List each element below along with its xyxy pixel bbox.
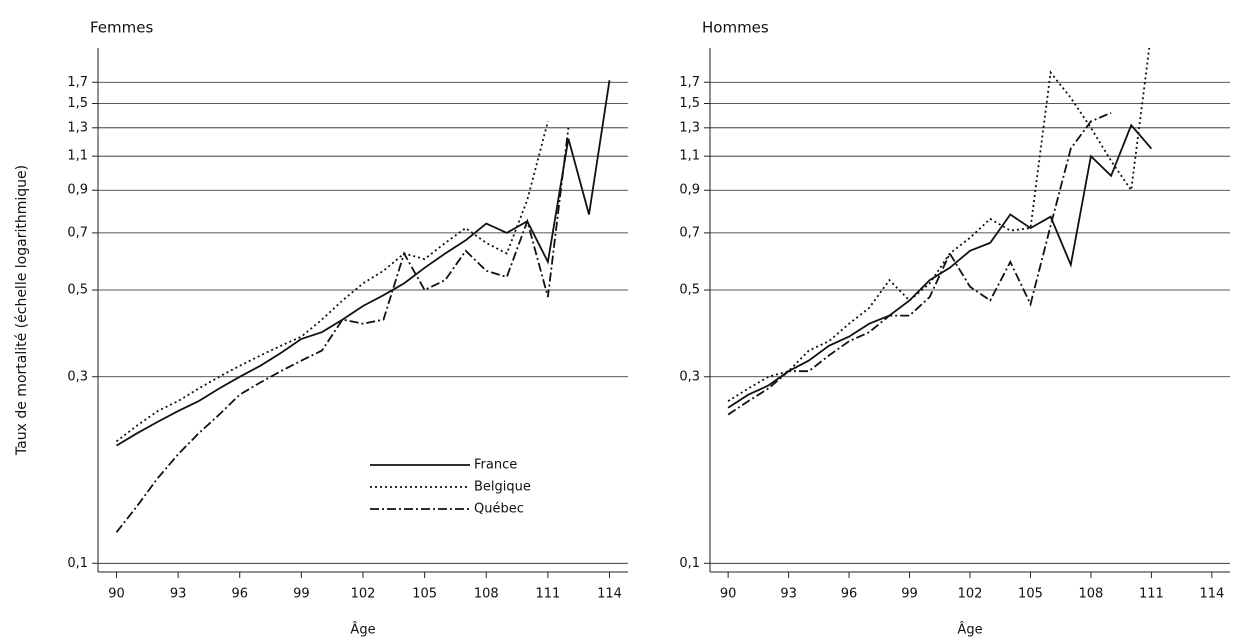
series-line [727,123,1153,409]
x-tick-label: 108 [474,587,499,602]
x-tick-label: 111 [1139,587,1164,602]
x-tick-label: 102 [351,587,376,602]
y-axis-label: Taux de mortalité (échelle logarithmique… [14,165,30,456]
y-tick-label: 1,1 [67,149,88,164]
panel-title: Femmes [90,19,153,37]
x-tick-label: 102 [958,587,983,602]
y-tick-label: 0,7 [67,225,88,240]
legend-label: France [474,458,517,473]
x-tick-label: 111 [535,587,560,602]
panel-title: Hommes [702,19,769,37]
x-tick-label: 105 [1018,587,1043,602]
x-tick-label: 114 [597,587,622,602]
y-tick-label: 0,5 [679,283,700,298]
lines [727,48,1153,416]
y-tick-label: 0,3 [67,369,88,384]
series-line [115,127,570,533]
x-tick-label: 90 [108,587,125,602]
y-tick-label: 0,9 [67,183,88,198]
y-tick-label: 0,1 [67,556,88,571]
x-axis-label: Âge [957,622,982,638]
y-tick-label: 1,3 [679,120,700,135]
lines [115,80,611,533]
x-tick-label: 93 [780,587,797,602]
panel: Hommes Âge 0,1 0,3 0,5 0,7 0,9 1,1 1,3 1,5 1,7 90 93… [679,19,1230,638]
x-tick-label: 114 [1199,587,1224,602]
series-line [727,111,1112,416]
y-tick-label: 1,7 [679,75,700,90]
y-tick-label: 1,1 [679,149,700,164]
x-tick-label: 90 [720,587,737,602]
y-tick-label: 0,3 [679,369,700,384]
panel: Femmes Âge Taux de mortalité (échelle loga… [14,19,628,638]
x-tick-label: 99 [901,587,918,602]
y-tick-label: 0,7 [679,225,700,240]
x-axis-label: Âge [350,622,375,638]
y-tick-label: 0,9 [679,183,700,198]
x-tick-label: 99 [293,587,310,602]
y-tick-label: 1,5 [67,96,88,111]
x-tick-label: 108 [1079,587,1104,602]
series-line [115,121,549,443]
x-tick-label: 96 [841,587,858,602]
y-tick-label: 0,5 [67,283,88,298]
series-line [116,80,611,447]
x-tick-label: 96 [231,587,248,602]
y-tick-label: 0,1 [679,556,700,571]
x-tick-label: 105 [412,587,437,602]
legend-label: Québec [474,502,524,517]
y-tick-label: 1,7 [67,75,88,90]
y-tick-label: 1,5 [679,96,700,111]
x-tick-label: 93 [170,587,187,602]
y-tick-label: 1,3 [67,120,88,135]
series-line [727,48,1151,402]
legend-label: Belgique [474,480,531,495]
